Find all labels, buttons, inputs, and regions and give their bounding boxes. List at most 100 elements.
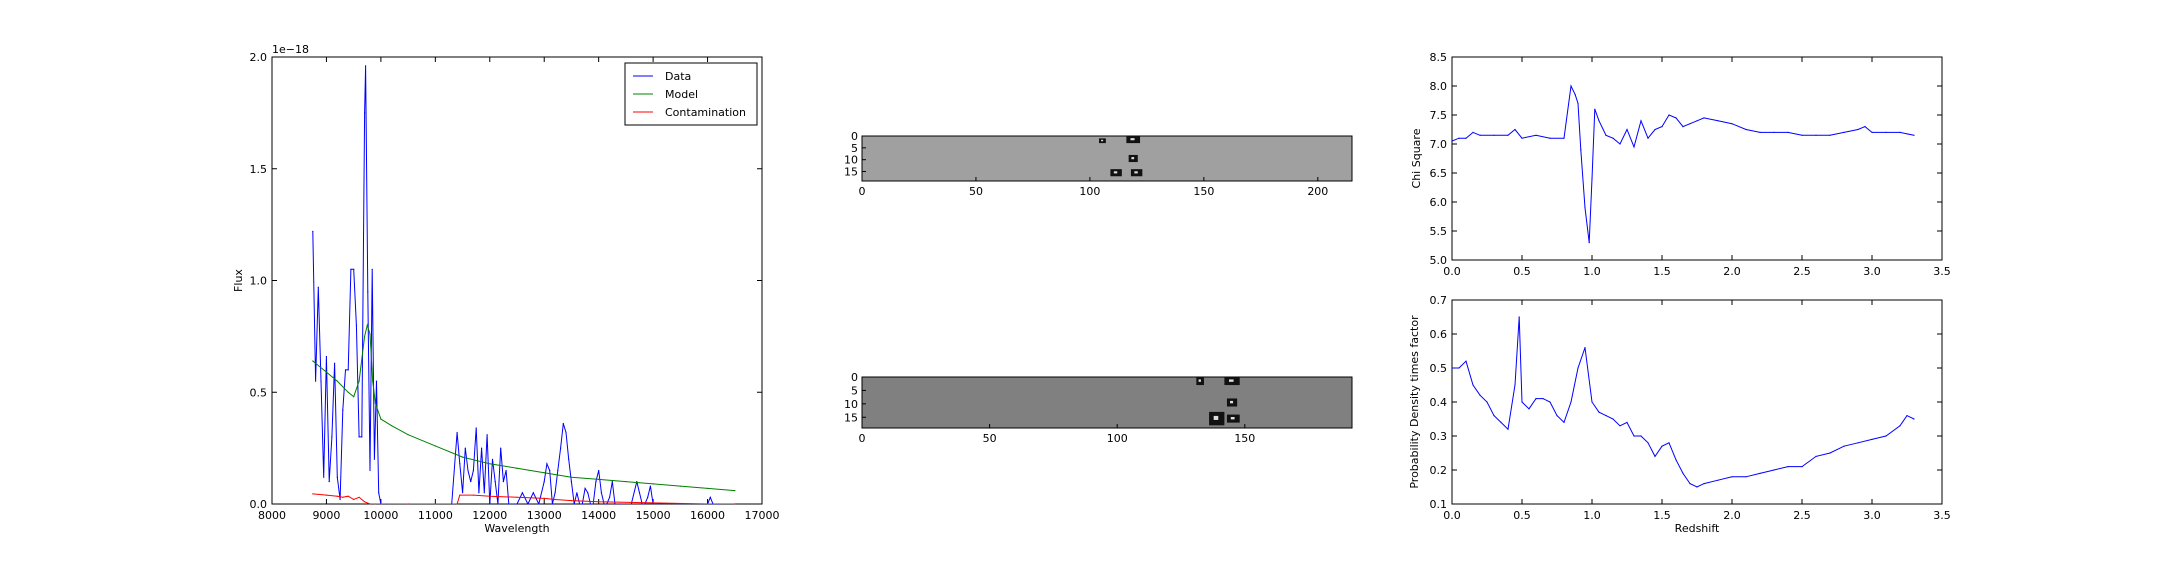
probability-chart-data-point: [1584, 347, 1586, 349]
spectrum-chart-data-point: [486, 434, 488, 436]
spectrum-chart-data-point: [600, 492, 603, 494]
spectrum-chart-data-point: [734, 503, 736, 505]
chi-square-chart-ytick-label: 6.0: [1430, 196, 1448, 209]
chi-square-chart-ytick-label: 8.5: [1430, 51, 1448, 64]
chi-square-chart-data-point: [1577, 102, 1579, 104]
spectrum-chart-data-point: [364, 335, 366, 337]
spectrum-chart-data-point: [371, 268, 373, 270]
probability-chart-ytick-label: 0.7: [1430, 294, 1448, 307]
spectrum-chart-data-point: [647, 496, 649, 498]
chi-square-chart-data-point: [1594, 108, 1596, 110]
probability-chart-data-point: [1514, 384, 1516, 386]
spectrum-chart-data-point: [483, 492, 485, 494]
spectrum-chart-data-point: [361, 436, 363, 438]
probability-chart-data-point: [1703, 483, 1705, 485]
spectrum-chart-data-point: [323, 476, 325, 478]
spectrum-chart-xtick-label: 16000: [690, 509, 725, 522]
spectrum-chart-ytick-label: 2.0: [250, 51, 268, 64]
spectrum-chart-data-point: [641, 503, 643, 505]
spectrum-chart-data-point: [378, 492, 380, 494]
probability-chart-data-point: [1745, 476, 1747, 478]
spectrum-chart-data-point: [372, 380, 374, 382]
spectrum-chart-data-point: [630, 503, 632, 505]
probability-chart-data-point: [1479, 394, 1481, 396]
spectrum-chart-data-point: [579, 503, 581, 505]
spectrum-chart-data-point: [543, 472, 545, 474]
spectrum-chart-data-point: [532, 492, 534, 494]
spectrum-2d-top-bright-speck: [1134, 171, 1138, 174]
spectrum-chart-data-point: [611, 481, 613, 483]
spectrum-chart-data-point: [707, 487, 709, 489]
spectrum-chart-data-point: [334, 362, 336, 364]
chi-square-chart-ytick-label: 5.0: [1430, 254, 1448, 267]
probability-chart-data-point: [1612, 418, 1614, 420]
spectrum-chart-data-point: [462, 456, 464, 458]
chi-square-chart-xtick-label: 0.5: [1513, 265, 1531, 278]
chi-square-chart-data-point: [1633, 146, 1635, 148]
spectrum-chart-data-point: [554, 492, 556, 494]
chi-square-chart-data-point: [1465, 137, 1467, 139]
probability-chart-data-point: [1626, 421, 1628, 423]
spectrum-2d-bottom-image: [861, 376, 1353, 429]
spectrum-2d-bottom-bright-speck: [1230, 400, 1234, 404]
spectrum-chart-data-point: [589, 503, 592, 505]
chi-square-chart-data-point: [1612, 137, 1614, 139]
chi-square-chart-data-point: [1801, 134, 1803, 136]
spectrum-chart-data-point: [380, 418, 382, 420]
spectrum-chart-data-point: [598, 469, 600, 472]
chi-square-chart-data-point: [1640, 120, 1642, 122]
spectrum-2d-top-xtick-label: 100: [1079, 185, 1100, 198]
spectrum-2d-bottom-ytick-label: 0: [851, 371, 858, 384]
spectrum-chart-data-point: [472, 494, 474, 496]
chi-square-chart-axes-frame: [1451, 56, 1943, 261]
probability-chart-data-point: [1465, 360, 1467, 362]
spectrum-2d-top-ytick-label: 15: [844, 166, 858, 179]
spectrum-chart-xtick-label: 12000: [472, 509, 507, 522]
spectrum-chart-data-point: [491, 458, 494, 460]
probability-chart-ytick-label: 0.1: [1430, 498, 1448, 511]
spectrum-chart-data-point: [565, 431, 567, 434]
probability-chart-ytick-label: 0.5: [1430, 362, 1448, 375]
spectrum-chart-data-point: [344, 369, 347, 371]
spectrum-chart-data-point: [347, 495, 349, 497]
spectrum-chart-data-point: [609, 496, 611, 498]
spectrum-chart-data-point: [546, 463, 548, 465]
spectrum-chart-xtick-label: 15000: [636, 509, 671, 522]
spectrum-chart-data-point: [573, 503, 575, 505]
chi-square-chart-ytick-label: 8.0: [1430, 80, 1448, 93]
spectrum-chart-data-point: [325, 355, 327, 358]
probability-chart-xtick-label: 1.5: [1653, 509, 1671, 522]
spectrum-2d-bottom-xtick-label: 100: [1107, 432, 1128, 445]
spectrum-chart-data-point: [652, 483, 654, 485]
spectrum-chart-data-point: [598, 501, 600, 503]
spectrum-chart-data-point: [312, 230, 314, 232]
chi-square-chart-xtick-label: 3.5: [1933, 265, 1951, 278]
chi-square-chart-data-point: [1717, 120, 1719, 122]
chi-square-chart-data-point: [1787, 131, 1789, 133]
chi-square-chart-data-point: [1507, 134, 1509, 136]
spectrum-chart-data-point: [347, 391, 349, 393]
spectrum-chart-data-point: [500, 447, 502, 449]
spectrum-2d-bottom-bright-speck: [1213, 415, 1219, 420]
spectrum-chart-data-point: [358, 436, 360, 438]
chi-square-chart-xtick-label: 2.0: [1723, 265, 1741, 278]
spectrum-chart-data-point: [407, 503, 409, 505]
spectrum-chart-data-point: [315, 380, 317, 382]
spectrum-2d-bottom-bright-speck: [1228, 379, 1234, 382]
spectrum-chart-xtick-label: 8000: [258, 509, 286, 522]
chi-square-chart-ytick-label: 6.5: [1430, 167, 1448, 180]
spectrum-chart-ytick-label: 1.5: [250, 163, 268, 176]
spectrum-2d-top-bright-speck: [1131, 157, 1135, 160]
spectrum-chart-data-point: [369, 503, 371, 505]
spectrum-chart-legend-label-model: Model: [665, 88, 698, 101]
probability-chart-axes-frame: [1451, 299, 1943, 505]
spectrum-chart-data-point: [467, 469, 469, 472]
spectrum-chart-data-point: [358, 496, 360, 498]
spectrum-chart-offset-label: 1e−18: [272, 43, 309, 56]
chi-square-chart-data-point: [1773, 131, 1775, 133]
probability-chart-data-point: [1787, 466, 1789, 468]
spectrum-chart-data-point: [516, 503, 518, 505]
spectrum-2d-top-xtick-label: 200: [1307, 185, 1328, 198]
spectrum-chart-data-point: [595, 481, 597, 483]
